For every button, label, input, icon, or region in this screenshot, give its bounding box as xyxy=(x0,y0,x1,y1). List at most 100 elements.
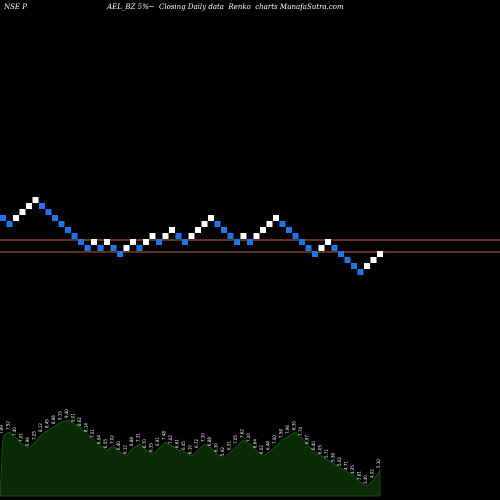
renko-brick-51 xyxy=(331,245,338,251)
renko-brick-46 xyxy=(299,239,305,245)
renko-brick-27 xyxy=(175,233,182,239)
volume-label-52: 5.02 xyxy=(337,457,342,466)
volume-label-10: 9.40 xyxy=(64,409,69,418)
renko-brick-23 xyxy=(149,233,156,239)
renko-brick-34 xyxy=(221,227,227,233)
volume-label-32: 6.88 xyxy=(207,437,212,446)
renko-brick-2 xyxy=(13,215,19,221)
renko-brick-30 xyxy=(195,227,201,233)
volume-label-0: 7.89 xyxy=(0,425,4,434)
renko-brick-21 xyxy=(136,245,143,251)
volume-label-13: 8.14 xyxy=(84,423,89,432)
volume-label-15: 6.94 xyxy=(97,435,102,444)
renko-brick-16 xyxy=(104,239,110,245)
renko-brick-36 xyxy=(234,239,240,245)
volume-label-38: 7.20 xyxy=(246,433,251,442)
renko-brick-18 xyxy=(117,251,123,257)
renko-brick-56 xyxy=(364,263,370,269)
volume-label-12: 8.62 xyxy=(77,417,82,426)
volume-area xyxy=(0,419,381,497)
volume-label-51: 5.38 xyxy=(331,453,336,462)
renko-brick-13 xyxy=(84,245,91,251)
volume-label-45: 8.30 xyxy=(292,421,297,430)
volume-area-path xyxy=(0,419,381,497)
volume-label-1: 7.52 xyxy=(6,421,11,430)
renko-brick-20 xyxy=(130,239,136,245)
renko-brick-15 xyxy=(97,245,104,251)
renko-brick-29 xyxy=(188,233,195,239)
renko-brick-9 xyxy=(58,221,65,227)
renko-brick-25 xyxy=(162,233,169,239)
renko-brick-48 xyxy=(312,251,318,257)
renko-brick-52 xyxy=(338,251,344,257)
renko-brick-40 xyxy=(260,227,266,233)
renko-brick-41 xyxy=(266,221,273,227)
volume-label-28: 6.45 xyxy=(181,441,186,450)
renko-brick-28 xyxy=(182,239,188,245)
renko-brick-47 xyxy=(305,245,312,251)
renko-brick-22 xyxy=(143,239,149,245)
renko-brick-7 xyxy=(45,209,52,215)
renko-brick-31 xyxy=(201,221,208,227)
volume-label-2: 7.40 xyxy=(12,427,17,436)
volume-label-50: 5.71 xyxy=(324,449,329,458)
volume-label-48: 6.40 xyxy=(311,441,316,450)
renko-brick-53 xyxy=(344,257,351,263)
renko-brick-32 xyxy=(208,215,214,221)
volume-label-17: 7.02 xyxy=(110,435,115,444)
chart-header: NSE P AEL_BZ 5%~ Closing Daily data Renk… xyxy=(4,3,344,11)
renko-brick-54 xyxy=(351,263,357,269)
renko-brick-12 xyxy=(78,239,84,245)
volume-label-36: 7.05 xyxy=(233,435,238,444)
renko-brick-58 xyxy=(377,251,383,257)
volume-label-57: 4.02 xyxy=(370,469,375,478)
renko-brick-26 xyxy=(169,227,175,233)
volume-label-46: 7.74 xyxy=(298,427,303,436)
renko-brick-10 xyxy=(65,227,71,233)
volume-label-25: 7.48 xyxy=(162,431,167,440)
renko-brick-38 xyxy=(247,239,253,245)
volume-label-27: 6.61 xyxy=(175,439,180,448)
volume-label-4: 6.96 xyxy=(25,437,30,446)
renko-brick-19 xyxy=(123,245,130,251)
renko-brick-50 xyxy=(325,239,331,245)
renko-brick-39 xyxy=(253,233,260,239)
volume-label-3: 7.01 xyxy=(19,433,24,442)
volume-label-37: 7.62 xyxy=(240,429,245,438)
volume-label-11: 9.01 xyxy=(71,413,76,422)
renko-brick-44 xyxy=(286,227,292,233)
volume-label-42: 7.00 xyxy=(272,435,277,444)
volume-label-9: 9.15 xyxy=(58,411,63,420)
volume-label-20: 6.88 xyxy=(129,437,134,446)
volume-label-33: 6.30 xyxy=(214,443,219,452)
renko-bricks xyxy=(0,197,383,275)
volume-label-22: 6.70 xyxy=(142,439,147,448)
volume-label-29: 6.10 xyxy=(188,445,193,454)
renko-brick-0 xyxy=(0,215,6,221)
renko-brick-45 xyxy=(292,233,299,239)
volume-label-55: 3.81 xyxy=(357,471,362,480)
renko-brick-8 xyxy=(52,215,58,221)
volume-label-5: 7.25 xyxy=(32,431,37,440)
renko-brick-35 xyxy=(227,233,234,239)
volume-label-24: 6.91 xyxy=(155,437,160,446)
renko-brick-3 xyxy=(19,209,26,215)
volume-label-26: 7.02 xyxy=(168,435,173,444)
volume-label-56: 3.40 xyxy=(363,475,368,484)
volume-label-54: 4.35 xyxy=(350,465,355,474)
renko-brick-14 xyxy=(91,239,97,245)
volume-label-18: 6.40 xyxy=(116,441,121,450)
volume-label-8: 8.96 xyxy=(51,415,56,424)
volume-label-40: 6.02 xyxy=(259,445,264,454)
volume-label-31: 7.30 xyxy=(201,433,206,442)
renko-brick-33 xyxy=(214,221,221,227)
volume-label-58: 5.10 xyxy=(376,459,381,468)
volume-label-39: 6.64 xyxy=(253,439,258,448)
renko-brick-43 xyxy=(279,221,286,227)
volume-label-7: 8.45 xyxy=(45,419,50,428)
renko-brick-1 xyxy=(6,221,13,227)
volume-label-53: 4.71 xyxy=(344,461,349,470)
volume-label-14: 7.51 xyxy=(90,429,95,438)
